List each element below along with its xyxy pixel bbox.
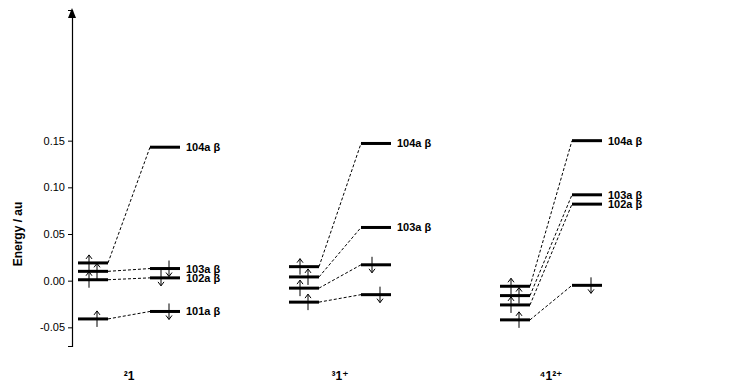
y-tick: 0.10 (44, 181, 72, 193)
orbital-label: 102a β (186, 272, 221, 284)
beta-level (150, 146, 180, 149)
alpha-electron (516, 288, 522, 304)
beta-electron (588, 277, 594, 293)
beta-level (572, 203, 602, 206)
connector (108, 311, 150, 318)
y-axis-line (68, 11, 73, 347)
species-label: ²1 (124, 369, 135, 383)
beta-electron (166, 303, 172, 319)
connector (319, 227, 361, 276)
alpha-electron (94, 311, 100, 327)
beta-level (150, 276, 180, 279)
species-label: ⁴1²⁺ (540, 369, 563, 383)
alpha-level (500, 285, 530, 288)
connector (108, 269, 150, 272)
y-tick-label: 0.15 (44, 135, 65, 147)
alpha-level (289, 265, 319, 268)
y-axis: -0.05 0.00 0.05 0.10 0.15 (40, 11, 73, 347)
species-label: ³1⁺ (331, 369, 348, 383)
connector (319, 143, 361, 266)
y-tick-mark (68, 327, 72, 328)
connector (530, 141, 572, 287)
alpha-level (500, 294, 530, 297)
orbital-label: 101a β (186, 305, 221, 317)
beta-electron (166, 261, 172, 277)
alpha-level (289, 275, 319, 278)
y-tick-mark (68, 187, 72, 188)
y-tick: 0.05 (44, 228, 72, 240)
orbital-label: 104a β (608, 135, 643, 147)
alpha-electron (305, 269, 311, 285)
y-tick-label: 0.00 (44, 275, 65, 287)
beta-level (572, 139, 602, 142)
alpha-level (78, 317, 108, 320)
alpha-electron (94, 263, 100, 279)
y-tick-label: 0.10 (44, 181, 65, 193)
alpha-electron (86, 255, 92, 271)
beta-electron (377, 287, 383, 303)
y-tick: -0.05 (40, 321, 72, 333)
y-tick-mark (68, 281, 72, 282)
alpha-level (78, 261, 108, 264)
y-tick-label: 0.05 (44, 228, 65, 240)
beta-level (361, 293, 391, 296)
alpha-level (78, 270, 108, 273)
alpha-electron (508, 297, 514, 313)
connector (530, 195, 572, 296)
orbital-label: 104a β (397, 137, 432, 149)
beta-level (361, 263, 391, 266)
levels (78, 141, 602, 328)
alpha-electron (86, 272, 92, 288)
beta-level (361, 226, 391, 229)
beta-electron (158, 270, 164, 286)
connector (319, 265, 361, 288)
orbital-label: 103a β (397, 221, 432, 233)
beta-level (572, 193, 602, 196)
y-tick-mark (68, 234, 72, 235)
alpha-level (78, 278, 108, 281)
connector (108, 147, 150, 263)
y-tick: 0.15 (44, 135, 72, 147)
beta-electron (369, 257, 375, 273)
alpha-electron (297, 259, 303, 275)
alpha-electron (508, 278, 514, 294)
y-tick-mark (68, 141, 72, 142)
connector (530, 204, 572, 305)
y-axis-title: Energy / au (11, 202, 25, 267)
alpha-level (289, 287, 319, 290)
alpha-level (289, 301, 319, 304)
alpha-level (500, 303, 530, 306)
alpha-level (500, 318, 530, 321)
connector (530, 285, 572, 320)
connector (319, 295, 361, 302)
beta-level (150, 267, 180, 270)
axis-arrow (68, 8, 76, 18)
alpha-electron (516, 312, 522, 328)
beta-level (361, 142, 391, 145)
y-tick-label: -0.05 (40, 321, 65, 333)
orbital-label: 102a β (608, 198, 643, 210)
y-tick: 0.00 (44, 275, 72, 287)
beta-level (150, 310, 180, 313)
labels: 104a β103a β102a β101a β²1104a β103a β³1… (124, 135, 643, 383)
alpha-electron (305, 294, 311, 310)
orbital-label: 104a β (186, 141, 221, 153)
connector (108, 278, 150, 280)
alpha-electron (297, 280, 303, 296)
beta-level (572, 284, 602, 287)
